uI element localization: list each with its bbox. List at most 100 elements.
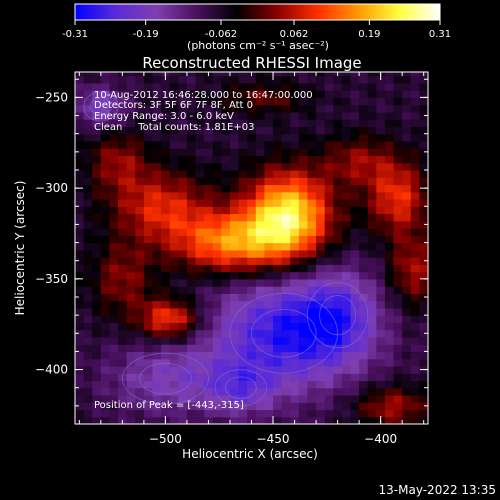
heatmap-cell <box>126 329 136 338</box>
heatmap-cell <box>161 177 171 186</box>
heatmap-cell <box>238 126 248 135</box>
heatmap-cell <box>350 235 360 244</box>
heatmap-cell <box>178 365 188 374</box>
heatmap-cell <box>255 133 266 142</box>
heatmap-cell <box>376 111 386 120</box>
heatmap-cell <box>161 322 171 331</box>
heatmap-cell <box>419 329 428 338</box>
heatmap-cell <box>359 351 369 360</box>
heatmap-cell <box>143 184 154 193</box>
heatmap-cell <box>143 322 154 331</box>
heatmap-cell <box>152 169 162 178</box>
heatmap-cell <box>195 293 205 302</box>
heatmap-cell <box>143 140 154 149</box>
heatmap-cell <box>152 344 162 353</box>
info-block: 10-Aug-2012 16:46:28.000 to 16:47:00.000… <box>94 90 313 133</box>
heatmap-cell <box>109 344 119 353</box>
heatmap-cell <box>152 257 162 265</box>
heatmap-cell <box>393 271 403 280</box>
heatmap-cell <box>186 278 197 287</box>
heatmap-cell <box>419 133 428 142</box>
heatmap-cell <box>195 257 205 265</box>
heatmap-cell <box>143 278 154 287</box>
heatmap-cell <box>316 213 326 222</box>
colorbar: -0.31 -0.19 -0.062 0.062 0.19 0.31 (photons c… <box>62 3 451 52</box>
heatmap-cell <box>178 409 188 418</box>
heatmap-cell <box>384 133 395 142</box>
heatmap-cell <box>290 148 300 157</box>
heatmap-cell <box>100 155 111 164</box>
heatmap-cell <box>376 264 386 273</box>
heatmap-cell <box>229 191 240 200</box>
heatmap-cell <box>92 264 102 273</box>
heatmap-cell <box>135 344 145 353</box>
heatmap-cell <box>135 228 145 236</box>
heatmap-cell <box>186 119 197 128</box>
heatmap-cell <box>419 119 428 128</box>
heatmap-cell <box>255 206 266 215</box>
heatmap-cell <box>204 394 214 403</box>
heatmap-cell <box>126 293 136 302</box>
heatmap-cell <box>152 409 162 418</box>
heatmap-cell <box>316 133 326 142</box>
heatmap-cell <box>290 336 300 345</box>
heatmap-cell <box>393 293 403 302</box>
heatmap-cell <box>178 387 188 396</box>
heatmap-cell <box>109 155 119 164</box>
heatmap-cell <box>255 235 266 244</box>
heatmap-cell <box>143 358 154 367</box>
heatmap-cell <box>186 133 197 142</box>
heatmap-cell <box>204 97 214 106</box>
heatmap-cell <box>367 104 377 113</box>
heatmap-cell <box>135 155 145 164</box>
heatmap-cell <box>100 351 111 360</box>
heatmap-cell <box>255 220 266 229</box>
heatmap-cell <box>178 271 188 280</box>
heatmap-cell <box>290 220 300 229</box>
heatmap-cell <box>109 199 119 207</box>
heatmap-cell <box>152 104 162 113</box>
heatmap-cell <box>238 169 248 178</box>
heatmap-cell <box>316 220 326 229</box>
heatmap-cell <box>419 90 428 98</box>
heatmap-cell <box>393 387 403 396</box>
heatmap-cell <box>221 199 231 207</box>
heatmap-cell <box>255 329 266 338</box>
heatmap-cell <box>229 373 240 382</box>
heatmap-cell <box>316 278 326 287</box>
heatmap-cell <box>264 365 274 374</box>
heatmap-cell <box>186 402 197 411</box>
heatmap-cell <box>212 409 222 418</box>
heatmap-cell <box>359 90 369 98</box>
heatmap-cell <box>419 402 428 411</box>
heatmap-cell <box>195 72 205 77</box>
heatmap-cell <box>419 358 428 367</box>
heatmap-cell <box>135 220 145 229</box>
heatmap-cell <box>195 191 205 200</box>
heatmap-cell <box>307 315 317 323</box>
heatmap-cell <box>238 286 248 294</box>
heatmap-cell <box>195 249 205 258</box>
heatmap-cell <box>402 242 412 251</box>
heatmap-cell <box>298 177 309 186</box>
heatmap-cell <box>333 402 343 411</box>
heatmap-cell <box>126 169 136 178</box>
heatmap-cell <box>212 191 222 200</box>
heatmap-cell <box>273 235 283 244</box>
contour-line <box>251 308 317 358</box>
heatmap-cell <box>247 409 257 418</box>
heatmap-cell <box>255 307 266 316</box>
heatmap-cell <box>75 97 85 106</box>
heatmap-cell <box>109 177 119 186</box>
heatmap-cell <box>83 387 93 396</box>
heatmap-cell <box>212 373 222 382</box>
heatmap-cell <box>83 119 93 128</box>
heatmap-cell <box>316 191 326 200</box>
heatmap-cell <box>135 278 145 287</box>
heatmap-cell <box>212 293 222 302</box>
heatmap-cell <box>402 409 412 418</box>
heatmap-cell <box>143 286 154 294</box>
heatmap-cell <box>75 394 85 403</box>
heatmap-cell <box>324 344 334 353</box>
info-clean-counts: Clean Total counts: 1.81E+03 <box>94 122 254 133</box>
